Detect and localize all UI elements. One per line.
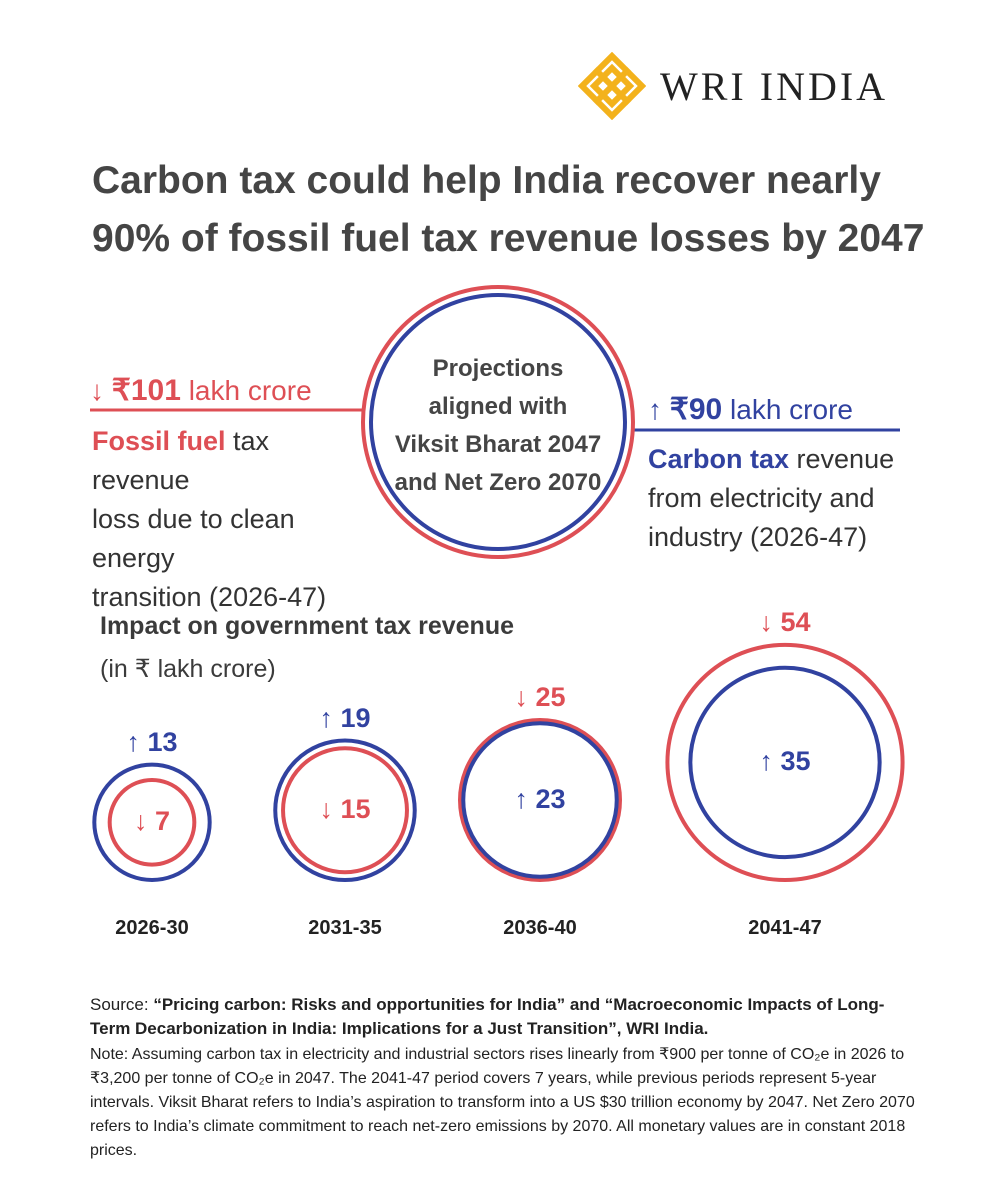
- projection-circle-inner: [369, 293, 627, 551]
- gain-value-label: ↑ 23: [514, 784, 566, 814]
- loss-description: Fossil fuel tax revenue loss due to clea…: [92, 422, 367, 617]
- gain-amount: ₹90: [669, 393, 723, 426]
- loss-bubble: [107, 777, 197, 867]
- projection-line-1: Projections: [432, 355, 564, 382]
- gain-label-line3: industry (2026-47): [648, 522, 868, 552]
- loss-bubble: [458, 718, 622, 882]
- source-prefix: Source:: [90, 995, 154, 1014]
- chart-unit: (in ₹ lakh crore): [100, 655, 276, 683]
- title-line-2: 90% of fossil fuel tax revenue losses by…: [92, 217, 925, 260]
- gain-bubble: [273, 738, 417, 883]
- period-label: 2026-30: [115, 917, 189, 939]
- projection-line-4: and Net Zero 2070: [394, 469, 602, 496]
- period-label: 2041-47: [748, 917, 822, 939]
- loss-value-label: ↓ 25: [514, 682, 566, 712]
- chart-title: Impact on government tax revenue: [100, 612, 515, 640]
- title-line-1: Carbon tax could help India recover near…: [92, 159, 881, 202]
- gain-value-label: ↑ 35: [759, 746, 811, 777]
- wri-logo-icon: [578, 52, 646, 120]
- gain-label-rest: revenue: [789, 444, 895, 474]
- loss-total: ↓ ₹101 lakh crore: [90, 373, 312, 408]
- loss-unit: lakh crore: [188, 375, 312, 406]
- loss-label-rest: tax revenue: [92, 426, 270, 495]
- source-text: “Pricing carbon: Risks and opportunities…: [90, 995, 885, 1038]
- page-title: Carbon tax could help India recover near…: [92, 152, 952, 268]
- gain-bubble: [461, 721, 619, 879]
- gain-unit: lakh crore: [730, 394, 853, 425]
- projection-circle-outer: [361, 285, 635, 559]
- gain-value-label: ↑ 13: [126, 726, 178, 757]
- projection-line-2: aligned with: [428, 393, 568, 420]
- gain-description: Carbon tax revenue from electricity and …: [648, 440, 948, 557]
- loss-label-bold: Fossil fuel: [92, 426, 226, 456]
- loss-value-label: ↓ 7: [133, 806, 171, 837]
- gain-bubble: [92, 762, 212, 882]
- footnote: Note: Assuming carbon tax in electricity…: [90, 1046, 915, 1159]
- loss-label-line3: transition (2026-47): [92, 582, 327, 612]
- loss-amount: ₹101: [111, 374, 181, 407]
- period-label: 2031-35: [308, 917, 382, 939]
- loss-value-label: ↓ 54: [759, 606, 811, 637]
- projection-text: Projections aligned with Viksit Bharat 2…: [376, 350, 620, 502]
- gain-label-bold: Carbon tax: [648, 444, 790, 474]
- gain-bubble: [688, 665, 882, 860]
- source-citation: Source: “Pricing carbon: Risks and oppor…: [90, 993, 920, 1041]
- period-label: 2036-40: [503, 917, 577, 939]
- projection-line-3: Viksit Bharat 2047: [394, 431, 602, 458]
- gain-arrow-icon: ↑: [648, 394, 662, 425]
- loss-bubble: [665, 642, 905, 883]
- brand-name: WRI INDIA: [660, 64, 889, 109]
- loss-value-label: ↓ 15: [319, 794, 371, 825]
- loss-bubble: [281, 746, 409, 875]
- loss-label-line2: loss due to clean energy: [92, 504, 295, 573]
- gain-total: ↑ ₹90 lakh crore: [648, 392, 853, 427]
- loss-arrow-icon: ↓: [90, 375, 104, 406]
- gain-label-line2: from electricity and: [648, 483, 875, 513]
- gain-value-label: ↑ 19: [319, 702, 371, 733]
